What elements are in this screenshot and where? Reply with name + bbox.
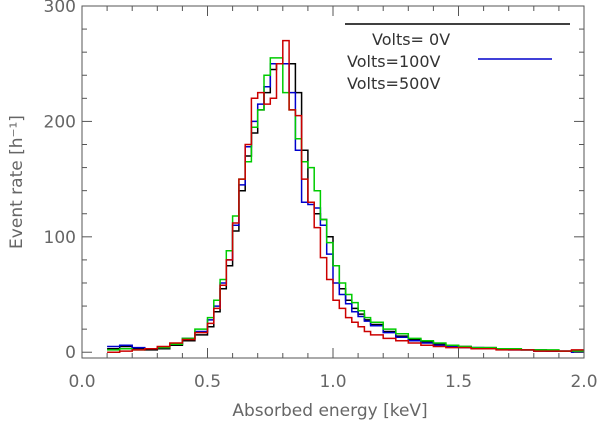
y-tick-label: 0 xyxy=(65,343,76,363)
y-tick-label: 100 xyxy=(44,228,76,248)
series-line-3 xyxy=(107,39,584,353)
series-line-2 xyxy=(107,57,584,352)
series-layer xyxy=(107,39,584,353)
legend: Volts= 0V Volts=100V Volts=500V xyxy=(345,23,570,93)
x-tick-label: 0.5 xyxy=(194,372,221,392)
x-tick-label: 1.5 xyxy=(445,372,472,392)
y-axis-label: Event rate [h⁻¹] xyxy=(7,115,27,249)
legend-label-0: Volts= 0V xyxy=(372,30,450,49)
y-tick-label: 300 xyxy=(44,0,76,17)
legend-label-1: Volts=100V xyxy=(347,52,440,71)
x-tick-label: 2.0 xyxy=(570,372,597,392)
tick-layer: 0.0 0.5 1.0 1.5 2.0 0 100 200 300 xyxy=(44,0,598,392)
x-axis-label: Absorbed energy [keV] xyxy=(232,401,427,421)
y-tick-label: 200 xyxy=(44,112,76,132)
x-tick-label: 0.0 xyxy=(68,372,95,392)
legend-label-2: Volts=500V xyxy=(347,74,440,93)
x-tick-label: 1.0 xyxy=(319,372,346,392)
